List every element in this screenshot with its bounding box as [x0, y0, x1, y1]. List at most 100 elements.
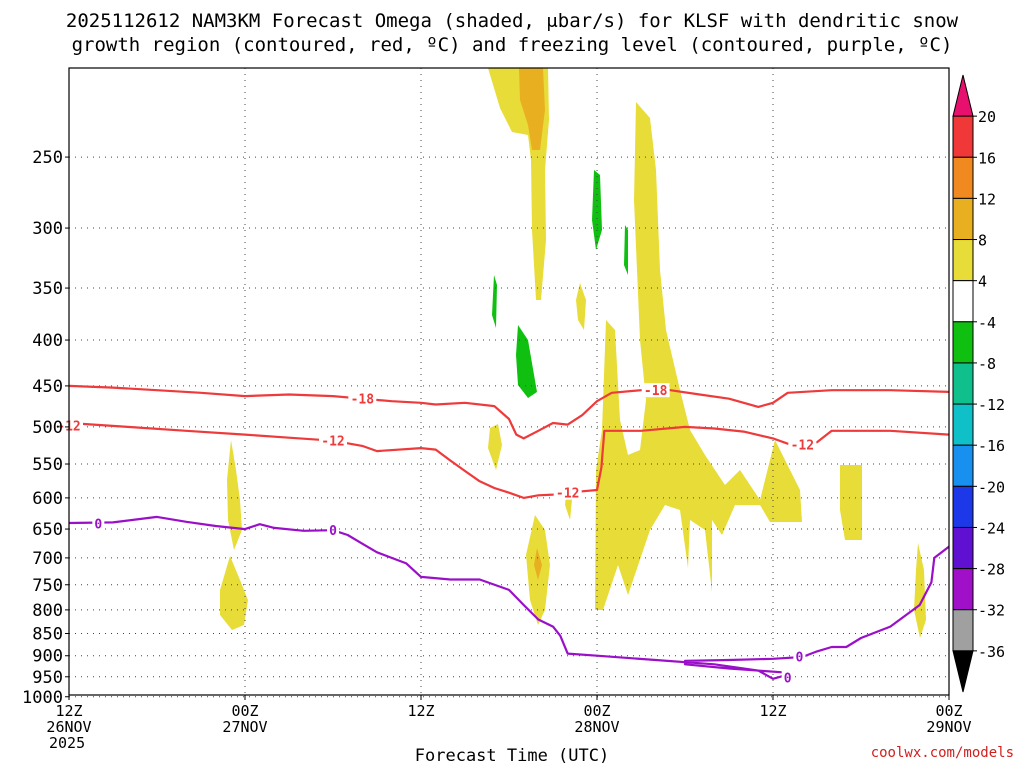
colorbar-label: 20 [978, 108, 996, 126]
x-tick-label: 12Z [407, 702, 434, 720]
omega-colorbar: 20 16 12 8 4 -4 -8 -12 -16 -20 -24 -28 -32 -36 [952, 74, 1005, 693]
omega-region [595, 102, 802, 610]
colorbar-label: -16 [978, 437, 1005, 455]
y-tick-label: 700 [32, 549, 63, 569]
omega-region [596, 552, 608, 600]
y-axis-ticks: 250 300 350 400 450 500 550 600 650 700 750 800 850 9… [22, 148, 69, 708]
y-tick-label: 900 [32, 647, 63, 667]
colorbar-label: -20 [978, 478, 1005, 496]
contour-label-background [319, 433, 347, 448]
contour-label: -12 [321, 435, 344, 450]
colorbar-label: -28 [978, 561, 1005, 579]
chart-title-line-2: growth region (contoured, red, ºC) and f… [71, 34, 953, 56]
y-tick-label: 950 [32, 668, 63, 688]
site-credit[interactable]: coolwx.com/models [870, 745, 1014, 761]
x-tick-label: 27NOV [222, 718, 267, 736]
y-tick-label: 850 [32, 624, 63, 644]
y-tick-label: 450 [32, 377, 63, 397]
colorbar-label: -32 [978, 602, 1005, 620]
contour-label: -18 [351, 393, 375, 408]
contour-label-background [793, 649, 806, 664]
colorbar-label: -4 [978, 314, 996, 332]
contour-label-background [348, 391, 377, 406]
contour-label-background [788, 437, 817, 452]
x-tick-label: 26NOV [46, 718, 91, 736]
colorbar-swatch [952, 280, 974, 323]
colorbar-cap-bottom [952, 650, 974, 693]
x-tick-label: 00Z [583, 702, 610, 720]
y-tick-label: 750 [32, 576, 63, 596]
contour-label-background [92, 516, 105, 531]
omega-region [624, 225, 628, 275]
x-axis-label: Forecast Time (UTC) [414, 746, 610, 766]
y-tick-label: 1000 [22, 688, 63, 708]
contour-line [68, 421, 950, 499]
omega-region [227, 440, 242, 550]
x-tick-label: 12Z [759, 702, 786, 720]
colorbar-label: 8 [978, 232, 987, 250]
contour-label: 0 [784, 672, 792, 687]
colorbar-swatch [952, 321, 974, 364]
colorbar-label: 12 [978, 190, 996, 208]
omega-region [592, 170, 602, 250]
contour-layer: -18-18-12-12-12-120 000 [55, 383, 950, 687]
contour-line [68, 384, 950, 440]
x-tick-label: 12Z [55, 702, 82, 720]
omega-region [534, 548, 542, 580]
y-tick-label: 550 [32, 455, 63, 475]
x-tick-label: 00Z [935, 702, 962, 720]
omega-region [914, 543, 926, 638]
contour-line [68, 515, 950, 680]
x-tick-label: 29NOV [926, 718, 971, 736]
y-tick-label: 300 [32, 219, 63, 239]
contour-label: -12 [556, 487, 579, 502]
y-tick-label: 350 [32, 279, 63, 299]
contour-label-background [641, 383, 670, 398]
contour-label-background [781, 670, 794, 685]
omega-region [516, 325, 537, 398]
colorbar-swatch [952, 197, 974, 241]
colorbar-label: 16 [978, 149, 996, 167]
omega-region [492, 275, 497, 328]
colorbar-swatch [952, 526, 974, 570]
contour-label: 0 [94, 518, 102, 533]
colorbar-swatch [952, 444, 974, 487]
y-tick-label: 600 [32, 489, 63, 509]
chart-title-line-1: 2025112612 NAM3KM Forecast Omega (shaded… [65, 10, 959, 32]
y-tick-label: 500 [32, 418, 63, 438]
y-tick-label: 400 [32, 331, 63, 351]
colorbar-label: -36 [978, 643, 1005, 661]
plot-border [68, 67, 950, 696]
colorbar-swatch [952, 403, 974, 446]
colorbar-swatch [952, 362, 974, 405]
omega-region [840, 465, 862, 540]
contour-label: -12 [791, 438, 814, 453]
colorbar-swatch [952, 568, 974, 611]
colorbar-cap-top [952, 74, 974, 117]
omega-region [576, 283, 586, 330]
colorbar-label: -12 [978, 396, 1005, 414]
colorbar-swatch [952, 485, 974, 528]
colorbar-label: -8 [978, 355, 996, 373]
contour-label-background [327, 523, 339, 538]
colorbar-label: 4 [978, 273, 987, 291]
y-tick-label: 250 [32, 148, 63, 168]
omega-shading-layer [220, 68, 926, 638]
contour-label: -18 [644, 384, 668, 399]
y-tick-label: 800 [32, 601, 63, 621]
colorbar-swatch [952, 239, 974, 282]
grid-layer [68, 68, 950, 698]
omega-region [220, 556, 248, 630]
colorbar-swatch [952, 156, 974, 199]
contour-label: 0 [329, 524, 337, 539]
x-tick-label: 28NOV [574, 718, 619, 736]
contour-label: 0 [795, 651, 803, 666]
colorbar-swatch [952, 609, 974, 652]
colorbar-label: -24 [978, 519, 1005, 537]
x-tick-label: 00Z [231, 702, 258, 720]
plot-frame [68, 67, 950, 696]
omega-region [488, 424, 502, 470]
omega-region [519, 68, 545, 150]
